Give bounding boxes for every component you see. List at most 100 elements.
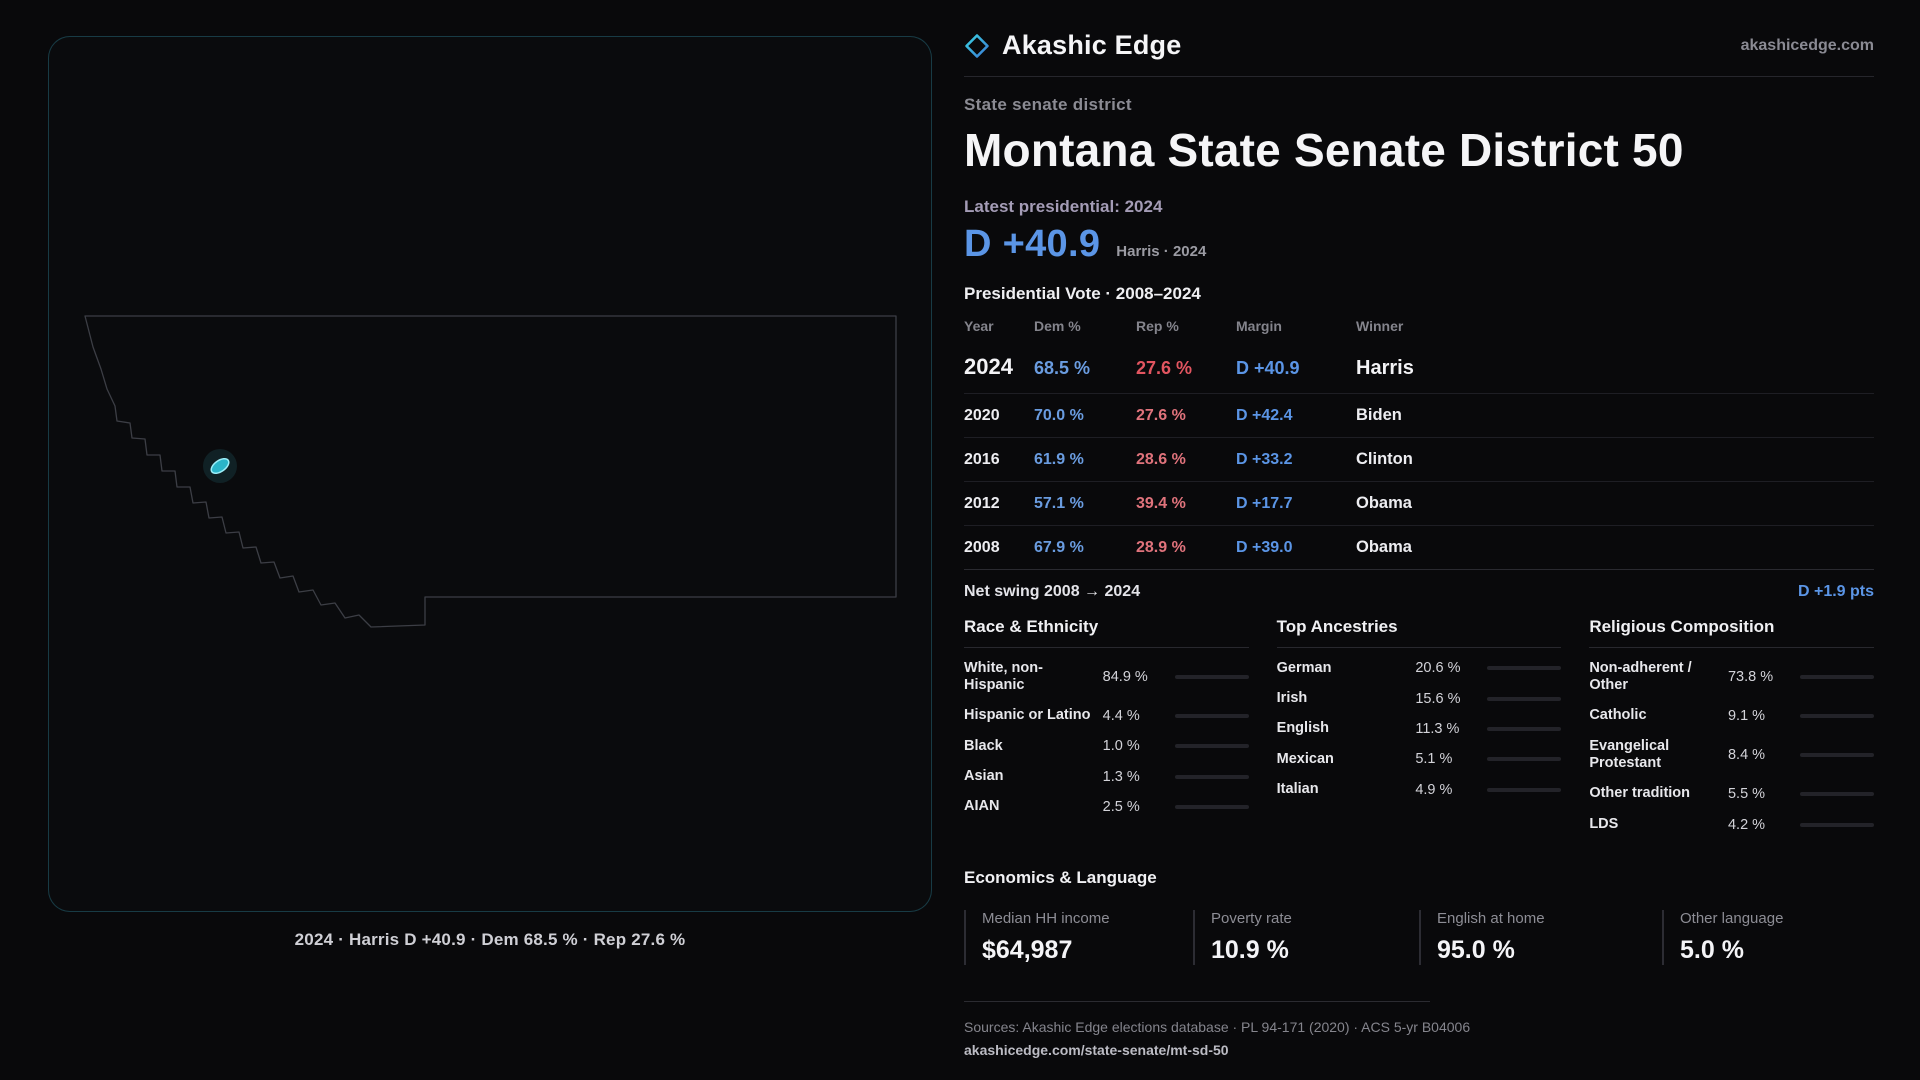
dem-cell: 70.0 % <box>1034 407 1084 424</box>
montana-map <box>84 315 897 628</box>
year-cell: 2008 <box>964 539 1000 556</box>
demo-value: 2.5 % <box>1102 799 1140 816</box>
demo-value: 1.0 % <box>1102 738 1140 755</box>
demo-label: Irish <box>1276 689 1308 706</box>
economics-heading: Economics & Language <box>964 867 1157 887</box>
demo-row: AIAN 2.5 % <box>964 792 1249 822</box>
year-cell: 2020 <box>964 407 1000 424</box>
demo-bar <box>1799 792 1874 797</box>
net-swing-label: Net swing 2008 → 2024 <box>964 583 1141 600</box>
group-title: Race & Ethnicity <box>964 617 1249 648</box>
demo-label: Non-adherent / Other <box>1589 659 1692 693</box>
stat-block: English at home 95.0 % <box>1419 909 1662 965</box>
stat-label: English at home <box>1437 909 1545 927</box>
demo-row: Asian 1.3 % <box>964 762 1249 792</box>
demo-bar <box>1174 713 1249 718</box>
demo-label: Asian <box>964 768 1004 785</box>
demo-row: Italian 4.9 % <box>1277 775 1562 805</box>
stat-value: $64,987 <box>982 935 1073 964</box>
winner-cell: Obama <box>1356 538 1412 556</box>
demo-value: 4.4 % <box>1102 707 1140 724</box>
ancestries-group: Top Ancestries German 20.6 % Irish 15.6 … <box>1276 617 1562 840</box>
map-caption: 2024 · Harris D +40.9 · Dem 68.5 % · Rep… <box>294 930 686 949</box>
footer-divider <box>964 1000 1430 1002</box>
demo-row: Mexican 5.1 % <box>1277 744 1562 774</box>
site-link[interactable]: akashicedge.com <box>1740 36 1874 54</box>
demo-label: Mexican <box>1276 750 1334 767</box>
demo-label: Other tradition <box>1589 785 1691 802</box>
table-row: 2012 57.1 % 39.4 % D +17.7 Obama <box>964 481 1874 525</box>
demo-bar <box>1487 757 1562 762</box>
map-panel <box>48 36 932 912</box>
diamond-icon <box>965 33 989 58</box>
col-year: Year <box>964 318 994 334</box>
margin-cell: D +33.2 <box>1236 451 1293 468</box>
stat-label: Median HH income <box>982 909 1110 927</box>
margin-value: D +40.9 <box>964 223 1101 265</box>
col-rep: Rep % <box>1136 318 1179 334</box>
col-winner: Winner <box>1356 318 1404 334</box>
demo-row: Evangelical Protestant 8.4 % <box>1589 731 1874 779</box>
brand-name: Akashic Edge <box>1002 30 1182 60</box>
religion-group: Religious Composition Non-adherent / Oth… <box>1589 617 1874 840</box>
demo-bar <box>1174 774 1249 779</box>
kicker: State senate district <box>964 95 1132 114</box>
table-row: 2024 68.5 % 27.6 % D +40.9 Harris <box>964 344 1874 393</box>
demo-value: 5.1 % <box>1415 751 1453 768</box>
table-row: 2020 70.0 % 27.6 % D +42.4 Biden <box>964 393 1874 437</box>
net-swing-row: Net swing 2008 → 2024 D +1.9 pts <box>964 569 1874 601</box>
demo-value: 15.6 % <box>1415 690 1461 707</box>
footer-link[interactable]: akashicedge.com/state-senate/mt-sd-50 <box>964 1041 1229 1058</box>
margin-annotation: Harris · 2024 <box>1116 243 1207 260</box>
demo-value: 4.9 % <box>1415 781 1453 798</box>
vote-table: Year Dem % Rep % Margin Winner 2024 68.5… <box>964 318 1874 569</box>
stat-block: Other language 5.0 % <box>1662 909 1874 965</box>
stat-block: Median HH income $64,987 <box>964 909 1193 965</box>
col-dem: Dem % <box>1034 318 1081 334</box>
district-marker <box>210 457 230 475</box>
rep-cell: 28.6 % <box>1136 451 1186 468</box>
year-cell: 2024 <box>964 354 1013 379</box>
demo-value: 9.1 % <box>1727 707 1766 724</box>
page-title: Montana State Senate District 50 <box>964 124 1684 176</box>
dem-cell: 67.9 % <box>1034 539 1084 556</box>
dem-cell: 61.9 % <box>1034 451 1084 468</box>
col-margin: Margin <box>1236 318 1282 334</box>
stat-value: 5.0 % <box>1680 935 1744 964</box>
demo-bar <box>1799 753 1874 758</box>
latest-label: Latest presidential: 2024 <box>964 197 1163 216</box>
demo-row: White, non-Hispanic 84.9 % <box>964 653 1249 701</box>
header-bar: Akashic Edge akashicedge.com <box>964 30 1874 77</box>
content-column: Akashic Edge akashicedge.com State senat… <box>964 30 1874 1058</box>
stat-label: Other language <box>1680 909 1784 927</box>
demo-label: Hispanic or Latino <box>964 707 1091 724</box>
demo-bar <box>1487 696 1562 701</box>
demo-row: LDS 4.2 % <box>1589 809 1874 839</box>
demo-bar <box>1799 674 1874 679</box>
dem-cell: 57.1 % <box>1034 495 1084 512</box>
group-title: Top Ancestries <box>1276 617 1562 648</box>
demo-value: 8.4 % <box>1727 747 1766 764</box>
demo-value: 4.2 % <box>1727 816 1766 833</box>
race-ethnicity-group: Race & Ethnicity White, non-Hispanic 84.… <box>964 617 1249 840</box>
brand: Akashic Edge <box>964 30 1181 61</box>
margin-row: D +40.9 Harris · 2024 <box>964 223 1874 266</box>
demo-bar <box>1487 787 1562 792</box>
demo-value: 20.6 % <box>1415 660 1461 677</box>
table-row: 2008 67.9 % 28.9 % D +39.0 Obama <box>964 525 1874 569</box>
demo-value: 11.3 % <box>1415 720 1460 737</box>
year-cell: 2016 <box>964 451 1000 468</box>
demo-row: German 20.6 % <box>1277 653 1562 683</box>
footer: Sources: Akashic Edge elections database… <box>964 1000 1874 1058</box>
demographics: Race & Ethnicity White, non-Hispanic 84.… <box>964 617 1874 840</box>
demo-label: AIAN <box>964 798 1000 815</box>
demo-label: Catholic <box>1589 707 1647 724</box>
demo-bar <box>1799 822 1874 827</box>
demo-bar <box>1487 666 1562 671</box>
table-header-row: Year Dem % Rep % Margin Winner <box>964 318 1874 344</box>
year-cell: 2012 <box>964 495 1000 512</box>
winner-cell: Harris <box>1356 357 1414 379</box>
margin-cell: D +17.7 <box>1236 495 1293 512</box>
group-title: Religious Composition <box>1589 617 1874 648</box>
stat-value: 10.9 % <box>1211 935 1289 964</box>
